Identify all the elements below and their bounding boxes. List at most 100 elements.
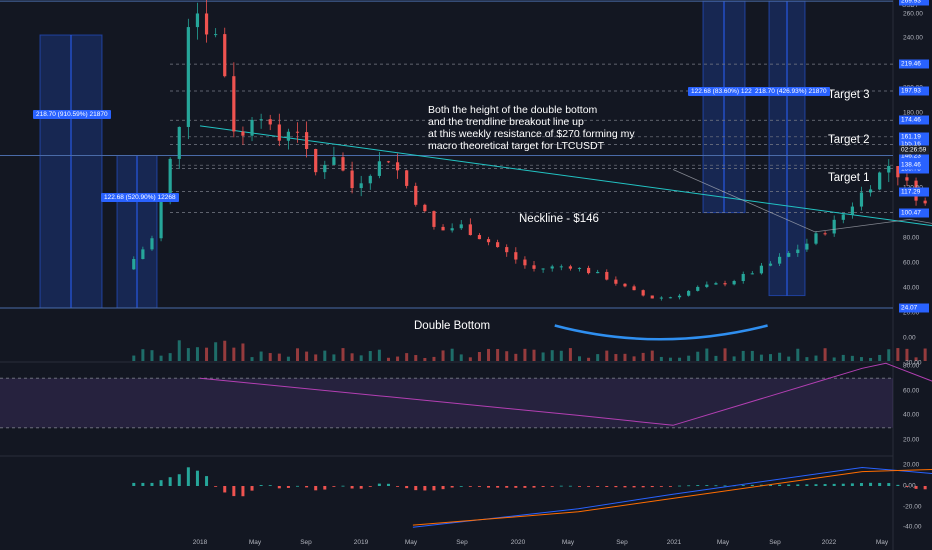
candle-body [714, 283, 718, 285]
volume-bar [186, 348, 190, 361]
candle-body [832, 219, 836, 234]
macd-hist-bar [887, 483, 891, 486]
candle-body [168, 158, 172, 200]
price-tick-label: 260.00 [903, 10, 923, 18]
candle-body [232, 76, 236, 132]
macd-hist-bar [432, 486, 436, 491]
volume-bar [659, 356, 663, 361]
volume-bar [468, 357, 472, 361]
volume-bar [350, 353, 354, 361]
candle-body [150, 238, 154, 250]
price-tick-label: 180.00 [903, 109, 923, 117]
macd-hist-bar [832, 483, 836, 486]
candle-body [132, 259, 136, 270]
candle-body [750, 273, 754, 275]
volume-bar [168, 353, 172, 361]
candle-body [496, 242, 500, 248]
macd-hist-bar [359, 486, 363, 489]
macd-hist-bar [505, 486, 509, 488]
candle-body [687, 290, 691, 296]
double-bottom-arc-1 [554, 324, 768, 341]
candle-body [305, 132, 309, 149]
candle-body [332, 157, 336, 165]
macd-hist-bar [787, 484, 791, 486]
macd-hist-bar [714, 485, 718, 487]
macd-hist-bar [814, 484, 818, 486]
volume-bar [477, 351, 481, 361]
volume-bar [823, 348, 827, 361]
time-tick-label: May [404, 539, 418, 546]
time-tick-label: Sep [616, 539, 628, 546]
macd-tick-label: 0.00 [903, 482, 916, 490]
target-3-label: Target 3 [828, 89, 870, 101]
volume-bar [377, 349, 381, 361]
candle-body [359, 183, 363, 189]
volume-bar [587, 357, 591, 361]
rsi-tick-label: 80.00 [903, 362, 920, 370]
measure-label-left-tall[interactable]: 218.70 (910.59%) 21870 [33, 110, 111, 119]
volume-bar [150, 350, 154, 361]
volume-bar [614, 354, 618, 361]
macd-hist-bar [859, 483, 863, 486]
volume-bar [277, 353, 281, 361]
macd-hist-bar [332, 486, 336, 487]
macd-hist-bar [286, 486, 290, 488]
candle-body [395, 162, 400, 171]
candle-body [468, 224, 472, 236]
candle-body [214, 34, 218, 36]
candle-body [541, 268, 545, 270]
volume-bar [787, 356, 791, 361]
macd-hist-bar [341, 485, 345, 487]
macd-hist-bar [323, 486, 327, 490]
candle-body [896, 166, 900, 178]
time-tick-label: Sep [769, 539, 781, 546]
candle-body [204, 13, 209, 35]
price-level-tag: 219.46 [899, 59, 929, 69]
volume-bar [632, 356, 636, 361]
candle-body [423, 204, 427, 212]
price-level-tag: 138.46 [899, 160, 929, 170]
macd-hist-bar [541, 486, 545, 487]
candle-body [432, 211, 436, 227]
volume-bar [741, 350, 745, 361]
macd-hist-bar [850, 483, 854, 486]
target-2-label: Target 2 [828, 134, 870, 146]
volume-bar [405, 353, 409, 361]
candle-body [659, 297, 663, 299]
volume-bar [195, 347, 199, 361]
volume-bar [550, 350, 554, 361]
trendline [199, 125, 932, 227]
volume-bar [714, 355, 718, 361]
rsi-band [0, 378, 893, 428]
macd-hist-bar [705, 485, 709, 486]
macd-hist-bar [141, 482, 145, 486]
measure-label-left-short[interactable]: 122.68 (520.90%) 12268 [101, 193, 179, 202]
macd-hist-bar [414, 486, 418, 491]
volume-bar [750, 350, 754, 361]
volume-bar [386, 357, 390, 361]
macd-hist-bar [769, 484, 773, 486]
volume-bar [214, 342, 218, 361]
candle-body [705, 284, 709, 287]
volume-bar [323, 350, 327, 361]
macd-hist-bar [741, 485, 745, 486]
macd-hist-bar [550, 486, 554, 487]
candle-body [405, 170, 409, 186]
macd-hist-bar [896, 484, 900, 486]
volume-bar [459, 354, 463, 361]
candle-body [732, 281, 736, 285]
macd-hist-bar [268, 485, 272, 486]
candle-body [614, 279, 618, 284]
measure-label-right-short[interactable]: 122.68 (83.60%) 1226 [688, 87, 759, 96]
volume-bar [396, 356, 400, 361]
volume-bar [496, 349, 500, 361]
macd-hist-bar [668, 486, 672, 487]
price-axis-unit: USDT [902, 3, 919, 9]
macd-signal-line [412, 469, 932, 526]
price-level-tag: 146.23 [899, 151, 929, 160]
measure-label-right-tall[interactable]: 218.70 (426.93%) 21870 [752, 87, 830, 96]
candle-body [286, 131, 291, 141]
price-tick-label: 240.00 [903, 34, 923, 42]
volume-bar [796, 348, 800, 361]
